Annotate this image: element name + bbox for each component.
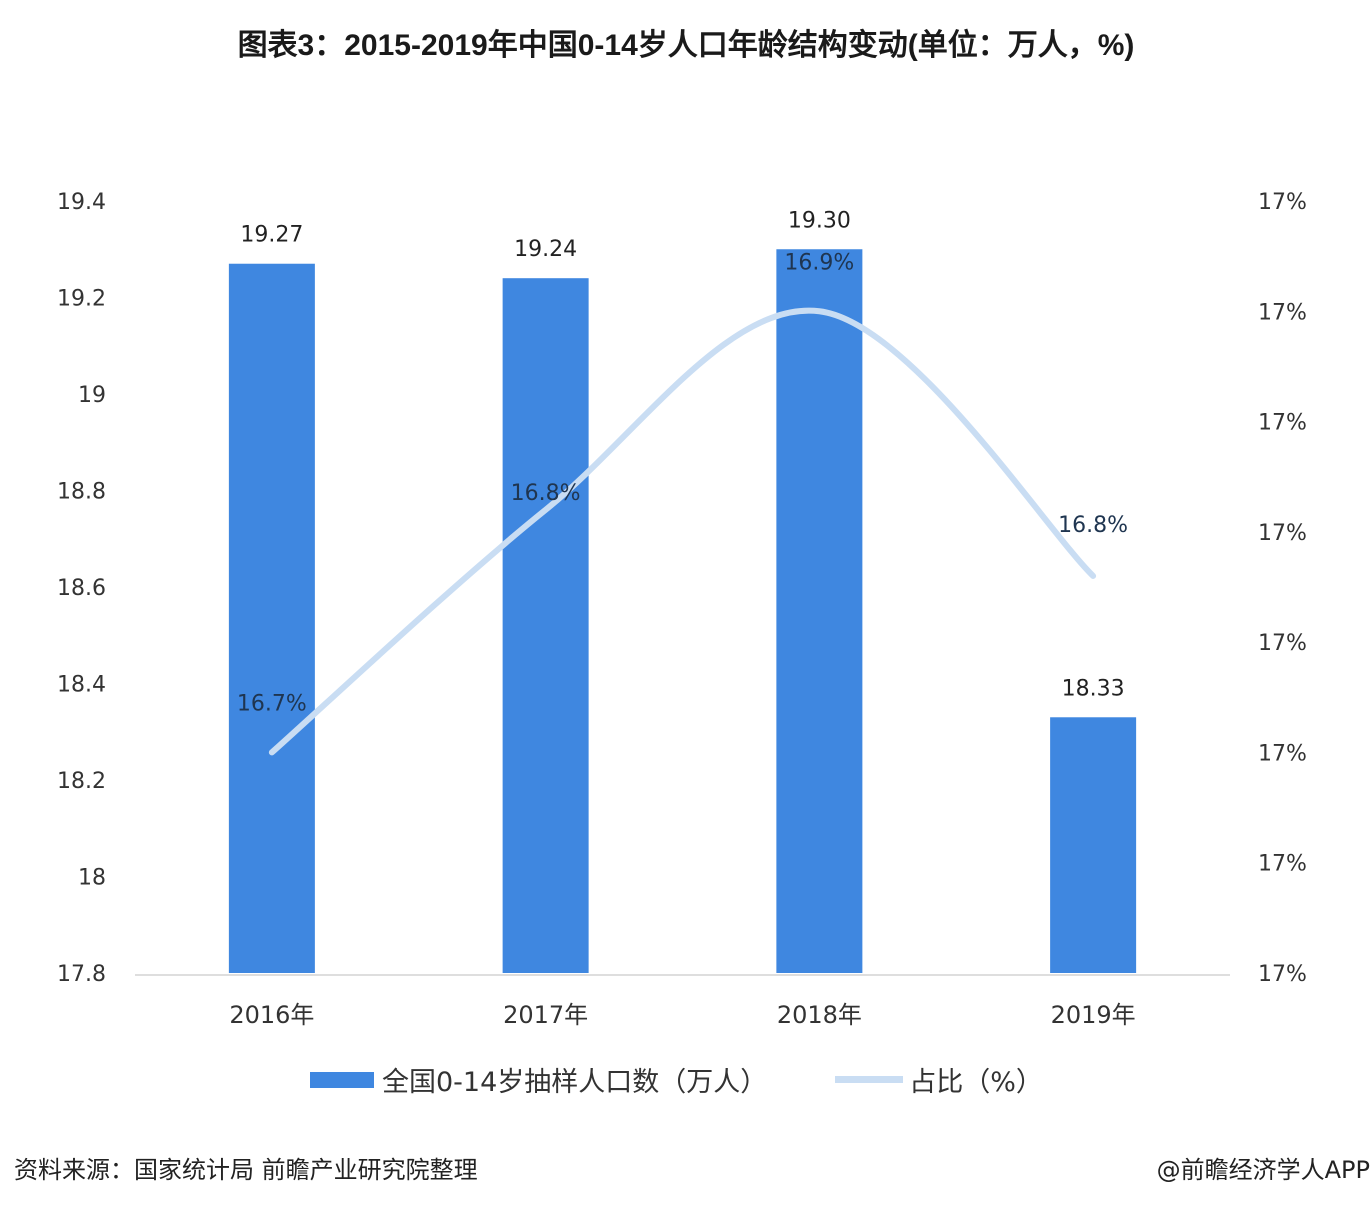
y-right-tick-label: 17%	[1258, 962, 1307, 987]
chart-title: 图表3：2015-2019年中国0-14岁人口年龄结构变动(单位：万人，%)	[237, 29, 1135, 62]
source-note: 资料来源：国家统计局 前瞻产业研究院整理	[14, 1156, 478, 1184]
y-left-tick-label: 18.2	[57, 769, 106, 794]
y-left-tick-label: 18.4	[57, 673, 106, 698]
legend-bar-swatch	[310, 1071, 374, 1088]
y-right-tick-label: 17%	[1258, 190, 1307, 215]
x-tick-label: 2017年	[503, 1001, 588, 1029]
bar-value-label: 19.30	[788, 208, 851, 233]
legend: 全国0-14岁抽样人口数（万人） 占比（%）	[310, 1060, 1043, 1099]
bar-value-label: 18.33	[1062, 676, 1125, 701]
bar-value-label: 19.24	[514, 237, 577, 262]
x-tick-label: 2018年	[777, 1001, 862, 1029]
y-right-tick-label: 17%	[1258, 300, 1307, 325]
y-left-tick-label: 19.2	[57, 287, 106, 312]
y-right-tick-label: 17%	[1258, 411, 1307, 436]
line-series	[268, 307, 1097, 756]
bar	[776, 249, 863, 973]
y-right-tick-label: 17%	[1258, 521, 1307, 546]
y-left-tick-label: 18	[78, 866, 106, 891]
legend-bar-label: 全国0-14岁抽样人口数（万人）	[382, 1067, 768, 1098]
y-right-tick-label: 17%	[1258, 631, 1307, 656]
y-left-tick-label: 18.8	[57, 480, 106, 505]
line-value-label: 16.8%	[511, 481, 581, 506]
x-tick-label: 2019年	[1051, 1001, 1136, 1029]
y-left-tick-label: 19.4	[57, 190, 106, 215]
credit: @前瞻经济学人APP	[1156, 1156, 1370, 1184]
y-left-tick-label: 19	[78, 383, 106, 408]
bar-value-label: 19.27	[240, 223, 303, 248]
y-right-tick-label: 17%	[1258, 741, 1307, 766]
bar	[1050, 717, 1137, 973]
legend-line-label: 占比（%）	[909, 1067, 1043, 1098]
legend-line-swatch	[835, 1076, 904, 1083]
line-value-label: 16.9%	[784, 250, 854, 275]
y-right-tick-label: 17%	[1258, 852, 1307, 877]
bar	[502, 278, 589, 973]
y-left-tick-label: 18.6	[57, 576, 106, 601]
bar	[228, 263, 315, 974]
line-value-label: 16.8%	[1058, 513, 1128, 538]
x-tick-label: 2016年	[229, 1001, 314, 1029]
line-value-label: 16.7%	[237, 691, 307, 716]
y-left-tick-label: 17.8	[57, 962, 106, 987]
